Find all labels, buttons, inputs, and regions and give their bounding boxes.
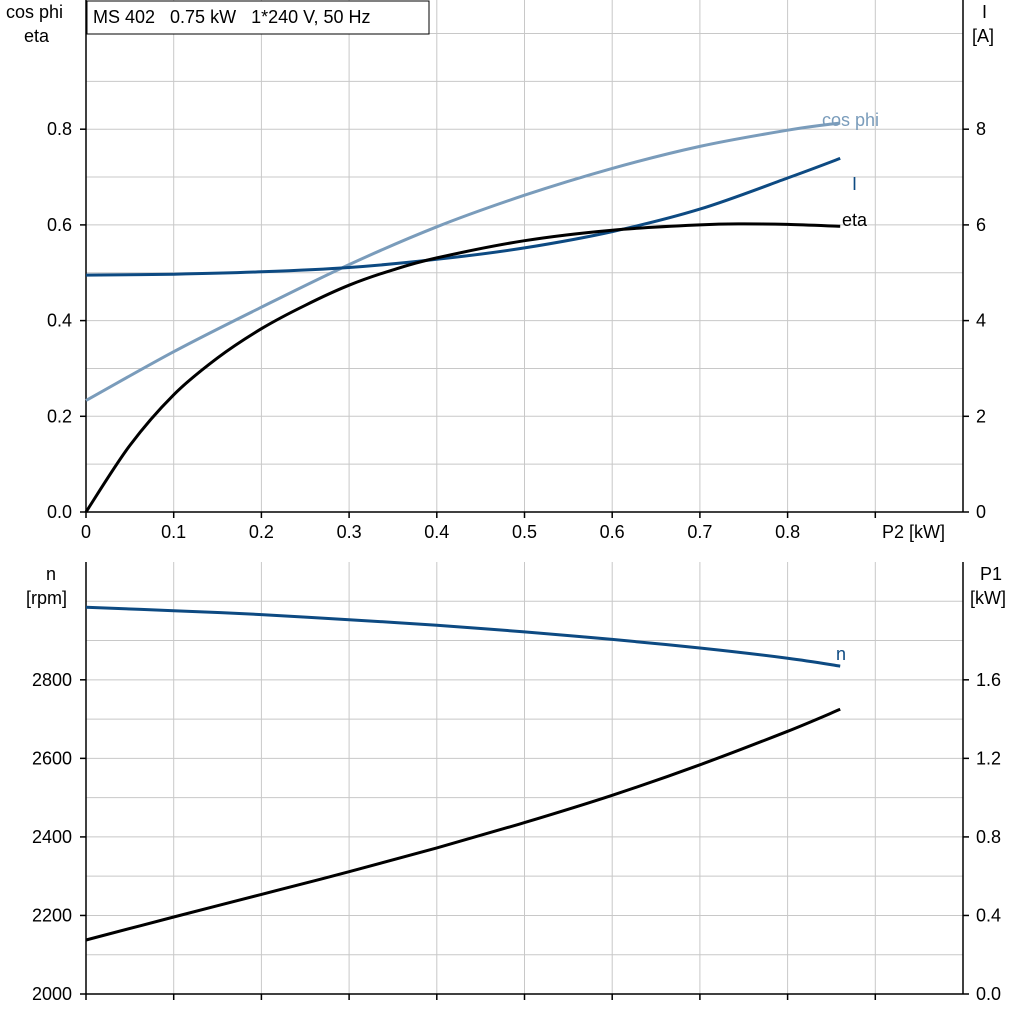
bottom-series-p1-line (85, 707, 841, 942)
bottom-right-tick-label: 1.2 (976, 748, 1001, 768)
bottom-left-tick-label: 2200 (32, 905, 72, 925)
top-x-tick-label: 0.6 (600, 522, 625, 542)
bottom-right-tick-label: 0.4 (976, 905, 1001, 925)
top-right-axis-label-2: [A] (972, 26, 994, 46)
top-right-tick-label: 2 (976, 406, 986, 426)
bottom-right-axis-label-2: [kW] (970, 588, 1006, 608)
top-x-tick-label: 0.3 (337, 522, 362, 542)
top-left-tick-label: 0.4 (47, 311, 72, 331)
top-x-tick-label: 0.1 (161, 522, 186, 542)
top-x-tick-label: 0.4 (424, 522, 449, 542)
top-x-tick-label: 0.2 (249, 522, 274, 542)
bottom-right-tick-label: 1.6 (976, 670, 1001, 690)
bottom-right-tick-label: 0.8 (976, 827, 1001, 847)
info-box (86, 0, 430, 35)
top-series-eta-line (84, 222, 841, 513)
bottom-left-tick-label: 2400 (32, 827, 72, 847)
top-right-tick-label: 4 (976, 311, 986, 331)
top-left-axis-label-2: eta (24, 26, 50, 46)
bottom-left-tick-label: 2000 (32, 984, 72, 1004)
top-left-tick-label: 0.8 (47, 119, 72, 139)
bottom-left-axis-label-1: n (46, 564, 56, 584)
top-left-tick-label: 0.0 (47, 502, 72, 522)
top-x-tick-label: 0.7 (687, 522, 712, 542)
top-x-tick-label: 0.8 (775, 522, 800, 542)
top-x-tick-label: 0 (81, 522, 91, 542)
top-left-tick-label: 0.2 (47, 406, 72, 426)
top-series-cos-phi-line (85, 121, 841, 402)
info-box-text: MS 402 0.75 kW 1*240 V, 50 Hz (93, 7, 371, 27)
top-series-cos-phi-label: cos phi (822, 110, 879, 130)
top-series-eta-label: eta (842, 210, 868, 230)
bottom-left-axis-label-2: [rpm] (26, 588, 67, 608)
top-series-i-line (85, 156, 841, 277)
top-x-tick-label: 0.5 (512, 522, 537, 542)
top-right-tick-label: 8 (976, 119, 986, 139)
top-right-axis-label-1: I (982, 2, 987, 22)
top-series-i-label: I (852, 174, 857, 194)
top-right-tick-label: 6 (976, 215, 986, 235)
x-axis-label: P2 [kW] (882, 522, 945, 542)
top-left-axis-label-1: cos phi (6, 2, 63, 22)
bottom-left-tick-label: 2600 (32, 748, 72, 768)
top-right-tick-label: 0 (976, 502, 986, 522)
bottom-left-tick-label: 2800 (32, 670, 72, 690)
bottom-right-tick-label: 0.0 (976, 984, 1001, 1004)
bottom-right-axis-label-1: P1 (980, 564, 1002, 584)
top-left-tick-label: 0.6 (47, 215, 72, 235)
bottom-series-n-label: n (836, 644, 846, 664)
bottom-series-n-line (85, 605, 841, 668)
